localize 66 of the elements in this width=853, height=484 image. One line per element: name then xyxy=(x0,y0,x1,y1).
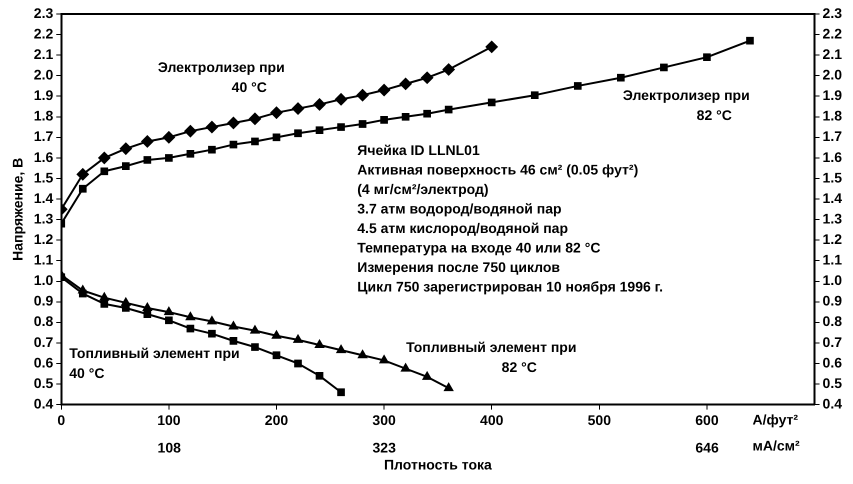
y-axis-title: Напряжение, В xyxy=(9,158,26,261)
y2-tick-label: 0.4 xyxy=(822,395,842,412)
y-tick-label: 1.7 xyxy=(34,128,54,144)
y2-tick-label: 1.7 xyxy=(822,128,842,144)
y2-tick-label: 0.8 xyxy=(822,313,842,330)
y-tick-label: 0.5 xyxy=(34,374,54,391)
y-tick-label: 1.0 xyxy=(34,272,54,288)
text: мА/см² xyxy=(752,437,800,454)
x2-tick-label: 323 xyxy=(372,440,396,456)
annotation: Цикл 750 зарегистрирован 10 ноября 1996 г. xyxy=(357,278,663,294)
annotation: 4.5 атм кислород/водяной пар xyxy=(357,220,568,236)
x-tick-label: 200 xyxy=(264,412,288,428)
y2-tick-label: 0.5 xyxy=(822,374,842,391)
series-label: Топливный элемент при 40 °C xyxy=(69,344,240,381)
y-tick-label: 2.1 xyxy=(34,46,54,62)
y-tick-label: 1.4 xyxy=(34,190,54,206)
y-tick-label: 1.9 xyxy=(34,87,54,104)
x-tick-label: 500 xyxy=(588,412,612,428)
y2-tick-label: 0.7 xyxy=(822,334,842,350)
y2-tick-label: 2.2 xyxy=(822,25,842,42)
y2-tick-label: 1.6 xyxy=(822,148,842,165)
y2-tick-label: 1.9 xyxy=(822,87,842,104)
x-tick-label: 400 xyxy=(480,412,504,428)
text: А/фут² xyxy=(752,411,798,428)
x-axis-title: Плотность тока xyxy=(384,456,492,472)
series-label: Топливный элемент при 82 °C xyxy=(406,338,576,375)
series-label: Электролизер при 82 °C xyxy=(622,86,750,123)
y2-tick-label: 1.4 xyxy=(822,190,842,206)
x-tick-label: 0 xyxy=(57,412,66,428)
y-tick-label: 0.8 xyxy=(34,313,54,330)
y-tick-label: 1.2 xyxy=(34,230,54,247)
annotation: 3.7 атм водород/водяной пар xyxy=(357,200,562,216)
annotation: Температура на входе 40 или 82 °C xyxy=(357,239,600,256)
y2-tick-label: 2.3 xyxy=(822,4,842,21)
annotation: Измерения после 750 циклов xyxy=(357,258,560,275)
y2-tick-label: 1.3 xyxy=(822,210,842,226)
y-tick-label: 1.5 xyxy=(34,169,54,186)
y2-tick-label: 2.1 xyxy=(822,46,842,62)
y2-tick-label: 1.1 xyxy=(822,252,842,268)
y-tick-label: 0.6 xyxy=(34,354,54,370)
y-tick-label: 1.8 xyxy=(34,108,54,124)
y-tick-label: 0.4 xyxy=(34,395,54,412)
y2-tick-label: 0.6 xyxy=(822,354,842,370)
x-tick-label: 100 xyxy=(157,412,181,428)
y2-tick-label: 0.9 xyxy=(822,292,842,309)
x-tick-label: 600 xyxy=(695,412,719,428)
y2-tick-label: 1.8 xyxy=(822,108,842,124)
y-tick-label: 1.1 xyxy=(34,252,54,268)
y2-tick-label: 2.0 xyxy=(822,66,842,83)
y2-tick-label: 1.5 xyxy=(822,169,842,186)
y-tick-label: 1.3 xyxy=(34,210,54,226)
y-tick-label: 1.6 xyxy=(34,148,54,165)
annotation: Активная поверхность 46 см² (0.05 фут²) xyxy=(357,161,638,178)
annotation: Ячейка ID LLNL01 xyxy=(357,142,480,158)
y2-tick-label: 1.0 xyxy=(822,272,842,288)
annotation: (4 мг/см²/электрод) xyxy=(357,180,489,197)
y-tick-label: 2.2 xyxy=(34,25,54,42)
y-tick-label: 2.3 xyxy=(34,4,54,21)
y-tick-label: 2.0 xyxy=(34,66,54,83)
y2-tick-label: 1.2 xyxy=(822,230,842,247)
x-tick-label: 300 xyxy=(372,412,396,428)
y-tick-label: 0.9 xyxy=(34,292,54,309)
x2-tick-label: 646 xyxy=(695,440,719,456)
x2-tick-label: 108 xyxy=(158,440,182,456)
series-label: Электролизер при 40 °C xyxy=(158,58,285,95)
y-tick-label: 0.7 xyxy=(34,334,54,350)
